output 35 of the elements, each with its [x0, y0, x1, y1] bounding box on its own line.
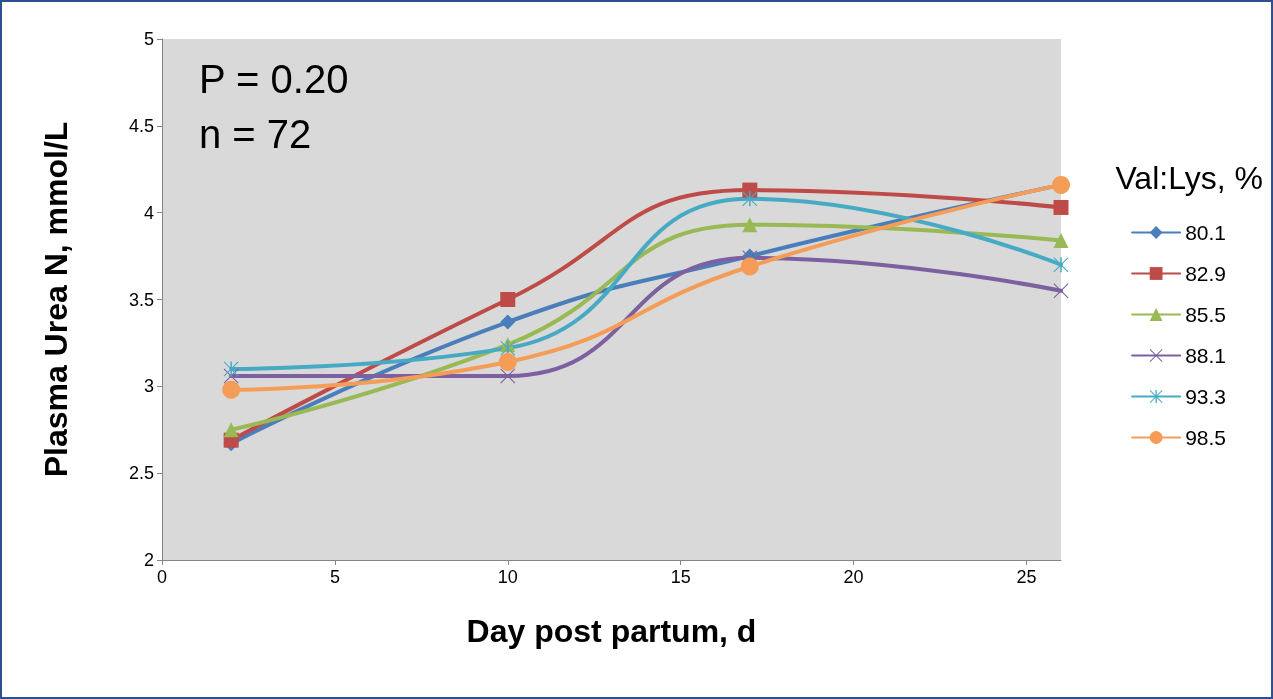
legend-label: 88.1 — [1185, 344, 1226, 367]
legend-label: 85.5 — [1185, 303, 1226, 326]
x-tick-label: 10 — [497, 567, 518, 587]
point — [498, 353, 517, 372]
y-tick-label: 4.5 — [128, 115, 154, 136]
legend-title: Val:Lys, % — [1115, 160, 1263, 196]
x-tick-label: 15 — [670, 567, 691, 587]
legend-label: 82.9 — [1185, 262, 1226, 285]
x-tick-label: 5 — [329, 567, 340, 587]
point — [223, 422, 239, 438]
y-tick-label: 3 — [143, 376, 154, 397]
annotation: P = 0.20 — [199, 57, 349, 101]
legend-label: 93.3 — [1185, 385, 1226, 408]
point — [222, 380, 241, 399]
x-tick-label: 25 — [1016, 567, 1037, 587]
point — [742, 191, 758, 207]
point — [1053, 232, 1069, 248]
y-tick-label: 2 — [143, 550, 154, 570]
point — [500, 314, 516, 330]
x-tick-label: 0 — [156, 567, 168, 587]
annotation: n = 72 — [199, 112, 312, 156]
x-axis-title: Day post partum, d — [466, 613, 757, 649]
y-axis-title: Plasma Urea N, mmol/L — [38, 121, 74, 478]
point — [500, 368, 516, 384]
y-tick-label: 4 — [143, 202, 154, 223]
point — [500, 292, 516, 307]
legend-label: 98.5 — [1185, 426, 1226, 449]
y-tick-label: 2.5 — [128, 463, 154, 484]
y-tick-label: 5 — [143, 29, 154, 49]
x-tick-label: 20 — [843, 567, 864, 587]
point — [742, 217, 758, 233]
point — [1053, 199, 1069, 215]
y-tick-label: 3.5 — [128, 289, 154, 310]
point — [740, 257, 759, 276]
legend-label: 80.1 — [1185, 221, 1226, 244]
